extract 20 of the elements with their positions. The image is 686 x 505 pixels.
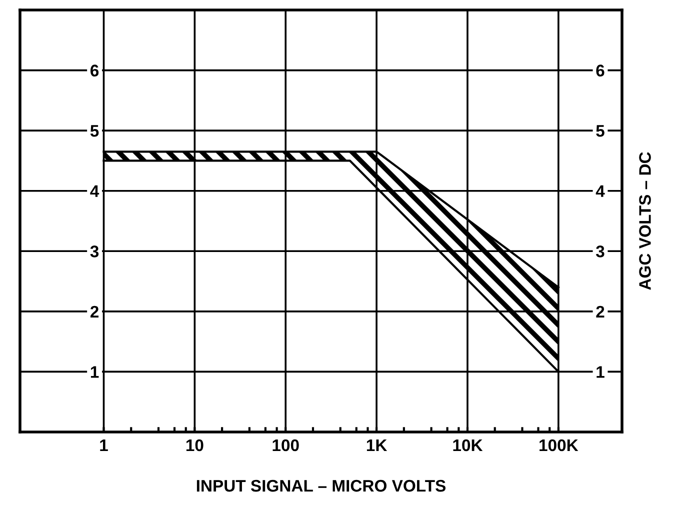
x-tick-label: 1 xyxy=(100,440,108,452)
x-tick-label: 100K xyxy=(540,439,578,452)
y-tick-label: 5 xyxy=(90,125,99,137)
y2-tick-label: 3 xyxy=(596,246,604,258)
y2-tick-label: 1 xyxy=(596,366,604,378)
y-tick-label: 6 xyxy=(90,64,99,76)
y2-tick-label: 4 xyxy=(596,185,605,197)
y-tick-label: 2 xyxy=(90,306,98,318)
x-tick-label: 1K xyxy=(366,440,388,452)
x-tick-label: 100 xyxy=(272,439,299,452)
y-tick-label: 3 xyxy=(90,246,99,258)
y2-tick-label: 6 xyxy=(596,64,604,76)
y-tick-label: 1 xyxy=(90,366,99,378)
x-tick-label: 10K xyxy=(453,439,483,452)
y-tick-label: 4 xyxy=(90,185,100,197)
x-tick-label: 10 xyxy=(186,439,204,452)
y2-tick-label: 2 xyxy=(596,306,604,318)
y2-axis-title: AGC VOLTS – DC xyxy=(639,152,651,290)
x-axis-title: INPUT SIGNAL – MICRO VOLTS xyxy=(196,480,446,492)
y2-tick-label: 5 xyxy=(596,125,604,137)
